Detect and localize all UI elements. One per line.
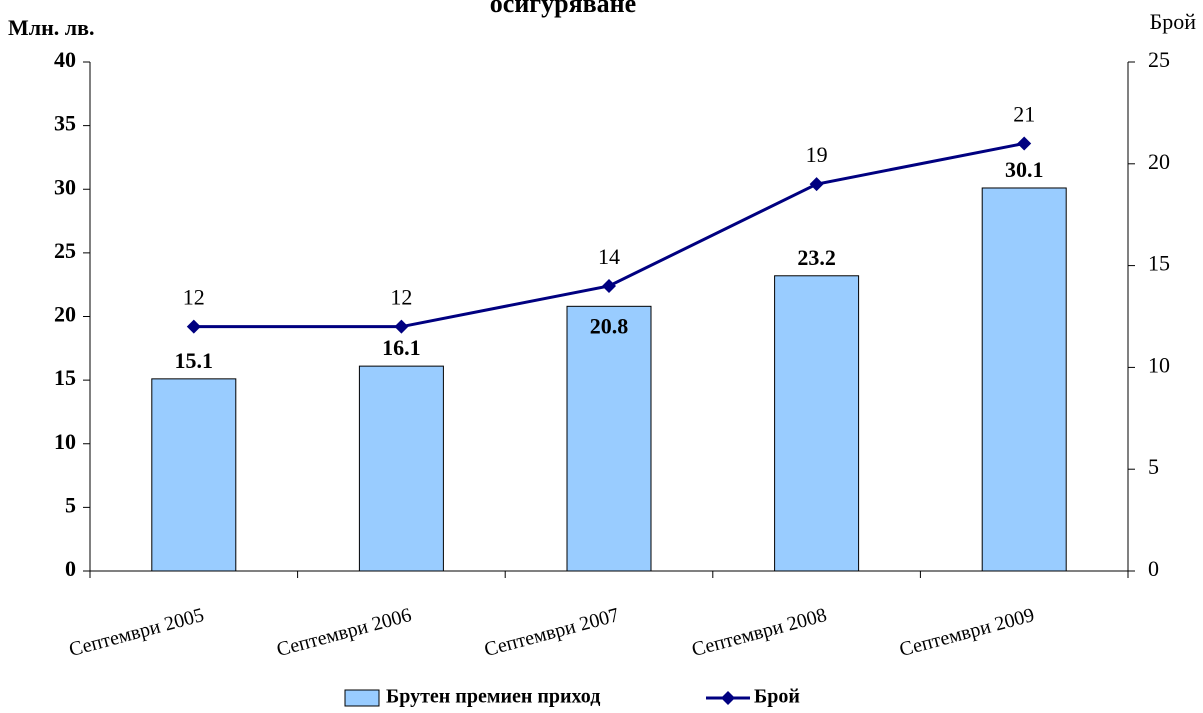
data-label: 23.2 [797,245,836,270]
legend-label: Брутен премиен приход [386,686,600,708]
data-label: 15.1 [175,348,214,373]
y-tick-label: 20 [54,302,76,327]
x-tick-label-group: Септември 2009 [897,604,1037,661]
x-tick-label: Септември 2005 [67,604,207,661]
y-tick-label: 10 [54,429,76,454]
y2-tick-label: 0 [1148,556,1159,581]
data-label: 20.8 [590,313,629,338]
y-tick-label: 0 [65,556,76,581]
y2-tick-label: 25 [1148,47,1170,72]
y2-tick-label: 20 [1148,149,1170,174]
data-label: 14 [598,244,620,269]
bar [358,365,444,572]
marker [1017,136,1032,151]
chart-title: осигуряване [490,0,636,18]
marker [394,319,409,334]
bar [981,187,1067,572]
x-tick-label-group: Септември 2007 [482,604,622,661]
y-tick-label: 30 [54,174,76,199]
y-tick-label: 5 [65,492,76,517]
y-tick-label: 25 [54,238,76,263]
bar [566,305,652,572]
x-tick-label: Септември 2006 [274,604,414,661]
x-tick-label: Септември 2009 [897,604,1037,661]
data-label: 16.1 [382,335,421,360]
data-label: 12 [390,285,412,310]
legend-swatch [344,689,380,707]
y2-tick-label: 15 [1148,251,1170,276]
x-tick-label-group: Септември 2005 [67,604,207,661]
legend-label: Брой [754,686,800,708]
x-tick-label: Септември 2007 [482,604,622,661]
y-tick-label: 15 [54,365,76,390]
y2-axis-label: Брой [1150,9,1197,34]
data-label: 19 [806,142,828,167]
legend-marker [721,691,735,705]
data-label: 30.1 [1005,157,1044,182]
bar [151,378,237,572]
x-tick-label-group: Септември 2008 [690,604,830,661]
data-label: 12 [183,285,205,310]
marker [186,319,201,334]
y-axis-label: Млн. лв. [8,15,95,40]
line [193,141,1025,329]
y-tick-label: 35 [54,111,76,136]
x-tick-label-group: Септември 2006 [274,604,414,661]
y2-tick-label: 10 [1148,352,1170,377]
x-tick-label: Септември 2008 [690,604,830,661]
marker [602,278,616,293]
data-label: 21 [1013,101,1035,126]
bar [774,275,860,572]
marker [809,177,824,192]
y2-tick-label: 5 [1148,454,1159,479]
y-tick-label: 40 [54,47,76,72]
